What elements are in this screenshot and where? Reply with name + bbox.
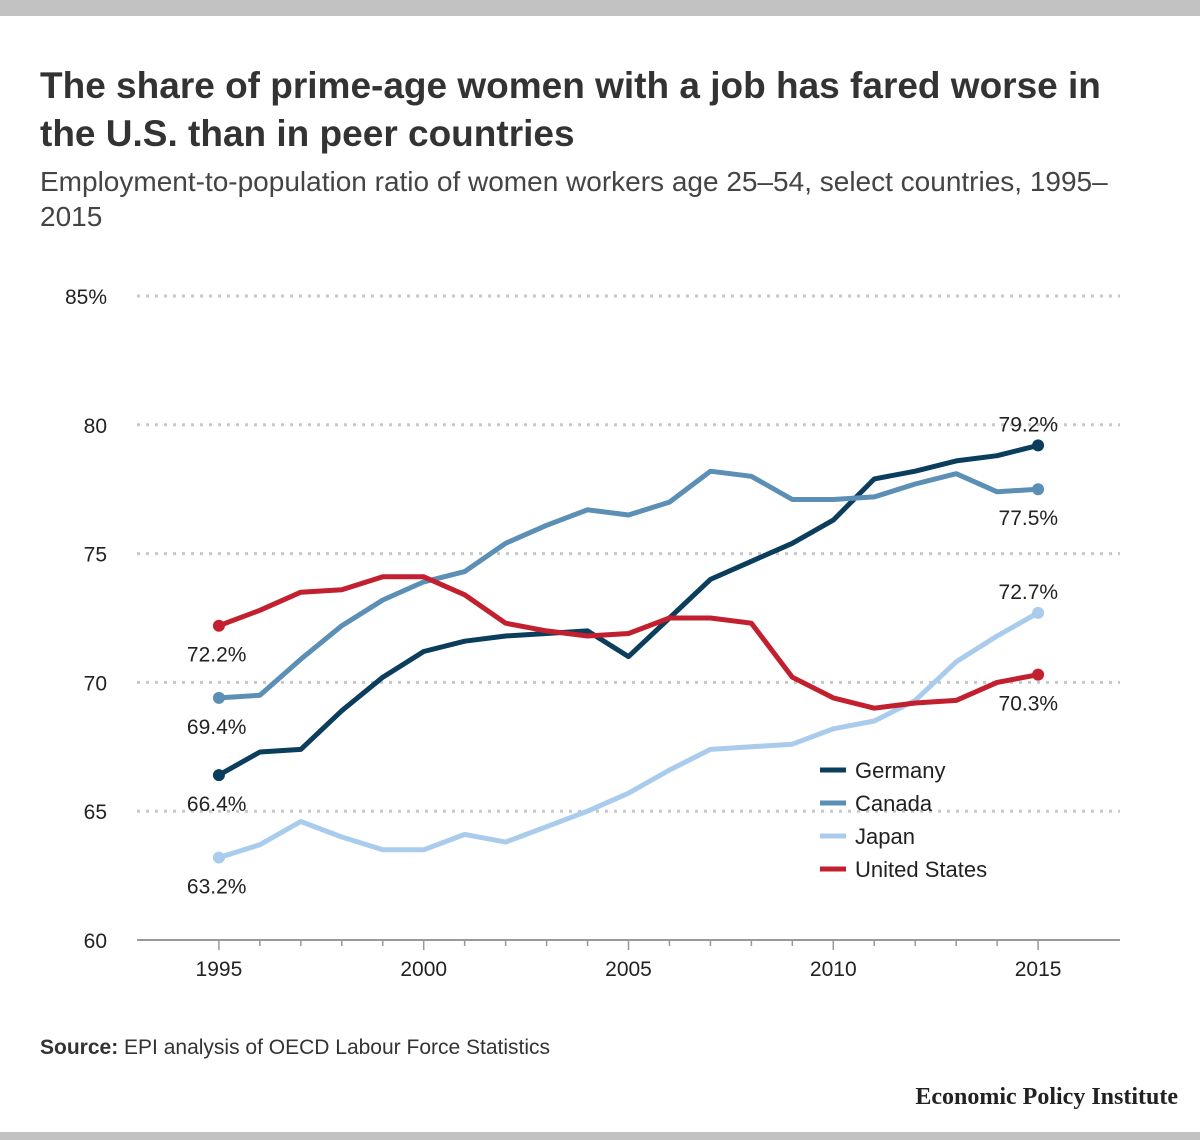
series-endpoints xyxy=(212,439,1045,864)
y-tick-label: 65 xyxy=(84,801,107,824)
legend-label-united-states: United States xyxy=(855,857,987,882)
data-point-canada xyxy=(212,691,225,704)
data-label-united-states: 72.2% xyxy=(187,644,247,667)
data-point-japan xyxy=(212,851,225,864)
axes: 60 65 70 75 80 85% 1995 2000 2005 2010 2015 xyxy=(65,286,1120,981)
line-chart: 60 65 70 75 80 85% 1995 2000 2005 2010 2015 66.4% 7… xyxy=(65,286,1120,981)
gridlines xyxy=(137,294,1120,813)
y-tick-label: 60 xyxy=(84,930,107,953)
data-label-germany: 66.4% xyxy=(187,793,247,816)
organization-logo: Economic Policy Institute xyxy=(915,1084,1178,1110)
legend-label-japan: Japan xyxy=(855,824,915,849)
data-point-germany xyxy=(212,769,225,782)
x-tick-label: 2015 xyxy=(1015,958,1062,981)
data-point-united-states xyxy=(1032,668,1045,681)
data-point-united-states xyxy=(212,619,225,632)
chart-title: The share of prime-age women with a job … xyxy=(40,65,1101,154)
series-line-canada xyxy=(216,468,1041,701)
data-label-japan: 72.7% xyxy=(999,581,1059,604)
series-lines xyxy=(216,442,1041,861)
data-label-canada: 77.5% xyxy=(999,507,1059,530)
x-tick-label: 2000 xyxy=(400,958,447,981)
y-tick-label: 75 xyxy=(84,544,107,567)
source-label: Source: xyxy=(40,1036,119,1059)
bottom-border-bar xyxy=(0,1132,1200,1140)
y-tick-label: 85% xyxy=(65,286,107,309)
series-line-united-states xyxy=(216,574,1041,711)
data-label-japan: 63.2% xyxy=(187,876,247,899)
y-tick-label: 80 xyxy=(84,415,107,438)
x-tick-label: 2010 xyxy=(810,958,857,981)
x-tick-label: 1995 xyxy=(196,958,243,981)
top-border-bar xyxy=(0,0,1200,16)
source-note: Source: EPI analysis of OECD Labour Forc… xyxy=(40,1036,550,1060)
legend: Germany Canada Japan United States xyxy=(820,758,987,882)
y-tick-label: 70 xyxy=(84,672,107,695)
data-label-germany: 79.2% xyxy=(999,413,1059,436)
data-point-japan xyxy=(1032,606,1045,619)
x-tick-label: 2005 xyxy=(605,958,652,981)
data-label-united-states: 70.3% xyxy=(999,693,1059,716)
legend-label-germany: Germany xyxy=(855,758,945,783)
data-labels: 66.4% 79.2% 69.4% 77.5% 63.2% 72.7% 72.2% 70.3% xyxy=(187,413,1058,898)
series-line-germany xyxy=(216,442,1041,778)
data-point-germany xyxy=(1032,439,1045,452)
data-point-canada xyxy=(1032,483,1045,496)
legend-label-canada: Canada xyxy=(855,791,933,816)
source-text: EPI analysis of OECD Labour Force Statis… xyxy=(118,1036,551,1059)
series-line-japan xyxy=(216,610,1041,861)
data-label-canada: 69.4% xyxy=(187,716,247,739)
chart-subtitle: Employment-to-population ratio of women … xyxy=(40,166,1108,232)
